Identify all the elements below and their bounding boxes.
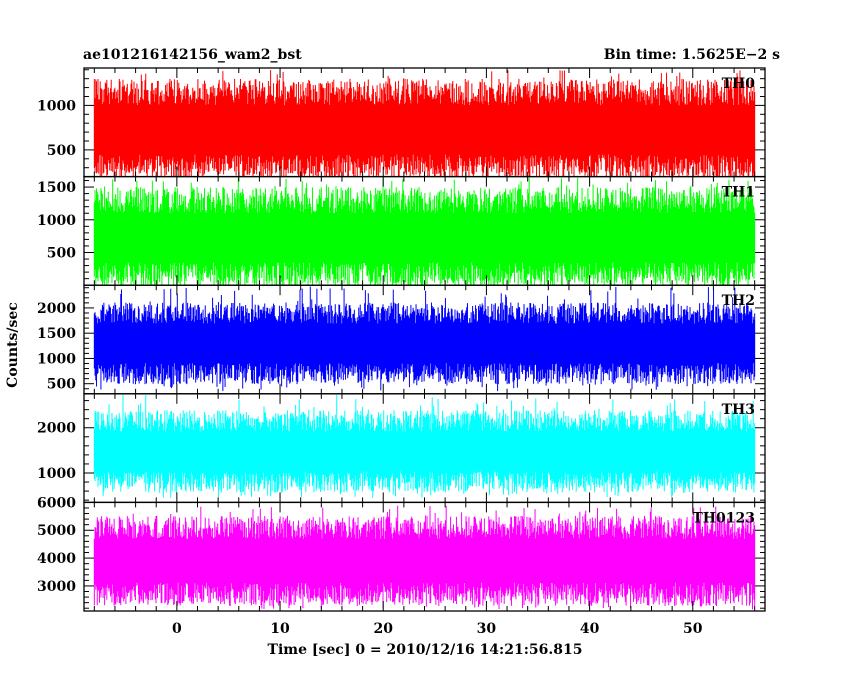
x-axis-title: Time [sec] 0 = 2010/12/16 14:21:56.815: [268, 642, 583, 658]
series-th3: [93, 394, 756, 498]
panel-th1: 500 1000 1500 TH1: [37, 175, 766, 286]
panel-th2: 500 1000 1500 2000 TH2: [37, 284, 766, 395]
y-tick-label: 1000: [37, 466, 76, 482]
series-th1: [93, 177, 756, 286]
series-th0123: [93, 505, 756, 610]
y-tick-label: 3000: [37, 579, 76, 595]
bin-time-label: Bin time: 1.5625E−2 s: [604, 47, 780, 63]
y-tick-label: 1500: [37, 180, 76, 196]
y-tick-label: 2000: [37, 301, 76, 317]
y-tick-label: 2000: [37, 421, 76, 437]
x-tick-label: 30: [477, 621, 497, 637]
y-tick-label: 1000: [37, 351, 76, 367]
panel-label-th0: TH0: [722, 76, 756, 92]
panel-label-th0123: TH0123: [692, 510, 755, 526]
y-tick-label: 1500: [37, 326, 76, 342]
y-axis-title: Counts/sec: [5, 302, 21, 388]
y-tick-label: 1000: [37, 213, 76, 229]
x-tick-label: 50: [683, 621, 703, 637]
panel-label-th3: TH3: [722, 402, 755, 418]
panel-th0123: 3000 4000 5000 6000 TH0123: [37, 495, 766, 612]
x-tick-label: 10: [270, 621, 290, 637]
y-tick-label: 4000: [37, 551, 76, 567]
y-tick-label: 5000: [37, 523, 76, 539]
y-tick-label: 6000: [37, 495, 76, 511]
panel-th0: 500 1000 TH0: [37, 67, 766, 178]
y-tick-label: 500: [47, 245, 76, 261]
y-tick-label: 500: [47, 377, 76, 393]
chart-title: ae101216142156_wam2_bst: [83, 47, 302, 63]
series-th0: [93, 69, 756, 177]
x-tick-label: 40: [580, 621, 600, 637]
y-tick-label: 1000: [37, 98, 76, 114]
panel-th3: 1000 2000 TH3: [37, 393, 766, 504]
x-tick-label: 20: [373, 621, 393, 637]
panel-label-th2: TH2: [722, 293, 755, 309]
x-tick-label: 0: [172, 621, 182, 637]
y-tick-label: 500: [47, 143, 76, 159]
series-th2: [93, 286, 756, 392]
panel-label-th1: TH1: [722, 185, 755, 201]
